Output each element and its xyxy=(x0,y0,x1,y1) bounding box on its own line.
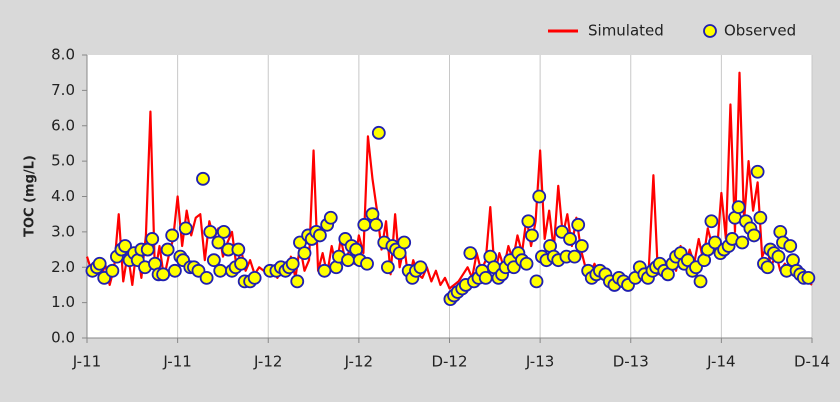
observed-point xyxy=(216,224,231,239)
observed-point xyxy=(234,256,248,271)
observed-point xyxy=(525,228,539,243)
y-tick-label: 7.0 xyxy=(51,81,75,99)
observed-point xyxy=(341,253,355,268)
observed-point xyxy=(290,274,305,289)
observed-point xyxy=(105,263,120,278)
observed-point xyxy=(708,235,722,250)
observed-point xyxy=(478,270,493,285)
legend-label: Observed xyxy=(724,22,796,40)
observed-point xyxy=(574,239,589,253)
observed-point xyxy=(317,263,332,278)
observed-point xyxy=(463,246,478,261)
observed-point xyxy=(168,263,182,278)
x-tick-label: J-11 xyxy=(162,353,191,371)
observed-point xyxy=(118,239,132,253)
x-tick-label: D-12 xyxy=(431,353,467,371)
y-tick-label: 1.0 xyxy=(51,293,75,311)
y-tick-label: 0.0 xyxy=(51,329,75,347)
observed-point xyxy=(532,189,547,204)
observed-point xyxy=(563,232,577,246)
y-tick-label: 2.0 xyxy=(51,258,75,276)
observed-point xyxy=(753,210,768,225)
observed-point xyxy=(731,200,746,215)
observed-point xyxy=(178,221,193,236)
y-tick-label: 4.0 xyxy=(51,187,75,205)
x-tick-label: J-12 xyxy=(253,353,282,371)
legend-swatch xyxy=(703,24,717,38)
observed-point xyxy=(145,232,160,246)
x-tick-label: D-14 xyxy=(794,353,830,371)
observed-point xyxy=(735,235,750,250)
observed-point xyxy=(571,217,586,232)
observed-point xyxy=(693,274,708,289)
legend-label: Simulated xyxy=(588,22,664,40)
observed-point xyxy=(156,267,171,282)
x-tick-label: J-13 xyxy=(525,353,554,371)
x-tick-label: J-14 xyxy=(706,353,735,371)
x-tick-label: J-11 xyxy=(72,353,101,371)
observed-point xyxy=(231,242,246,257)
observed-point xyxy=(285,256,300,271)
observed-point xyxy=(213,263,228,278)
observed-point xyxy=(760,260,775,275)
observed-point xyxy=(199,270,214,285)
x-tick-label: J-12 xyxy=(344,353,373,371)
observed-point xyxy=(801,270,816,285)
observed-point xyxy=(313,228,327,243)
observed-point xyxy=(519,256,534,271)
observed-point xyxy=(323,210,338,225)
y-axis-label: TOC (mg/L) xyxy=(23,155,38,237)
observed-point xyxy=(203,224,218,239)
observed-point xyxy=(747,228,761,243)
observed-point xyxy=(380,260,395,275)
observed-point xyxy=(529,274,544,289)
observed-point xyxy=(783,239,798,253)
observed-point xyxy=(567,249,582,264)
observed-point xyxy=(369,217,383,232)
observed-point xyxy=(165,228,180,243)
x-tick-label: D-13 xyxy=(613,353,649,371)
observed-point xyxy=(206,253,221,268)
observed-point xyxy=(92,256,107,271)
observed-point xyxy=(160,242,175,257)
y-tick-label: 3.0 xyxy=(51,222,75,240)
observed-point xyxy=(397,235,412,250)
observed-point xyxy=(413,260,428,275)
observed-point xyxy=(771,249,786,264)
observed-point xyxy=(750,164,765,179)
y-tick-label: 8.0 xyxy=(51,46,75,64)
observed-point xyxy=(211,235,226,250)
observed-point xyxy=(521,214,536,229)
observed-point xyxy=(247,270,262,285)
observed-point xyxy=(196,171,210,186)
observed-point xyxy=(357,217,372,232)
y-tick-label: 6.0 xyxy=(51,116,75,134)
observed-point xyxy=(360,256,374,271)
observed-point xyxy=(704,214,719,229)
observed-point xyxy=(371,125,386,140)
observed-point xyxy=(297,246,312,261)
y-tick-label: 5.0 xyxy=(51,152,75,170)
